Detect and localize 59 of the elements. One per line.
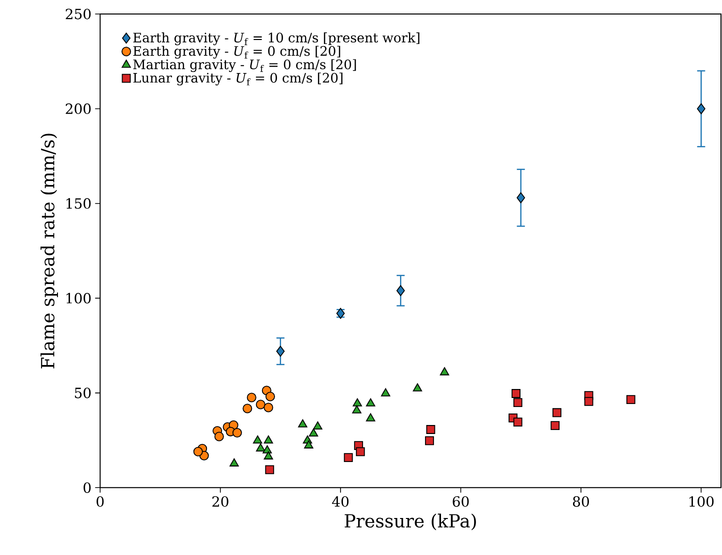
point xyxy=(264,436,274,444)
point xyxy=(265,465,274,474)
point xyxy=(262,445,272,454)
legend-label: Earth gravity - U$_{f}$ = 0 cm/s [20] xyxy=(133,46,340,59)
x-tick-label: 60 xyxy=(452,496,469,507)
legend-label: Lunar gravity - U$_{f}$ = 0 cm/s [20] xyxy=(133,72,342,86)
point xyxy=(396,285,405,296)
point xyxy=(412,383,422,392)
point xyxy=(256,444,266,452)
y-tick-label: 150 xyxy=(66,198,91,209)
legend-label: Martian gravity - U$_{f}$ = 0 cm/s [20] xyxy=(133,59,356,72)
point xyxy=(344,453,353,462)
point xyxy=(264,451,274,460)
point xyxy=(425,436,434,446)
point xyxy=(516,192,526,204)
point xyxy=(440,367,450,376)
point xyxy=(252,436,262,444)
point xyxy=(232,428,242,438)
point xyxy=(626,395,636,404)
point xyxy=(304,440,314,449)
y-tick-label: 250 xyxy=(66,8,91,20)
x-tick-label: 100 xyxy=(689,496,714,507)
point xyxy=(584,397,594,406)
point xyxy=(214,432,224,442)
point xyxy=(381,388,390,396)
x-tick-label: 0 xyxy=(96,496,104,507)
x-axis-title: Pressure (kPa) xyxy=(344,514,476,530)
point xyxy=(276,346,285,357)
y-tick-label: 200 xyxy=(66,104,91,114)
point xyxy=(552,408,562,418)
x-tick-label: 20 xyxy=(212,496,228,507)
point xyxy=(366,413,376,422)
legend-label: Earth gravity - U$_{f}$ = 10 cm/s [present work] xyxy=(133,32,420,46)
point xyxy=(513,418,522,427)
point xyxy=(512,389,520,398)
point xyxy=(513,398,522,408)
x-tick-label: 80 xyxy=(572,496,589,507)
point xyxy=(696,103,706,114)
point xyxy=(352,398,362,407)
point xyxy=(242,404,252,414)
point xyxy=(298,419,308,428)
point xyxy=(356,447,365,456)
y-tick-label: 100 xyxy=(66,293,91,304)
point xyxy=(193,447,203,457)
point xyxy=(230,458,239,467)
point xyxy=(256,400,266,410)
point xyxy=(246,392,256,402)
y-axis-title: Flame spread rate (mm/s) xyxy=(40,134,58,369)
y-tick-label: 0 xyxy=(84,482,91,494)
y-tick-label: 50 xyxy=(74,388,91,398)
point xyxy=(366,398,376,407)
point xyxy=(264,402,274,412)
point xyxy=(550,421,560,430)
point xyxy=(265,392,275,402)
x-tick-label: 40 xyxy=(332,496,349,507)
point xyxy=(426,425,436,434)
point xyxy=(308,428,318,437)
point xyxy=(352,405,362,414)
point xyxy=(313,422,322,430)
